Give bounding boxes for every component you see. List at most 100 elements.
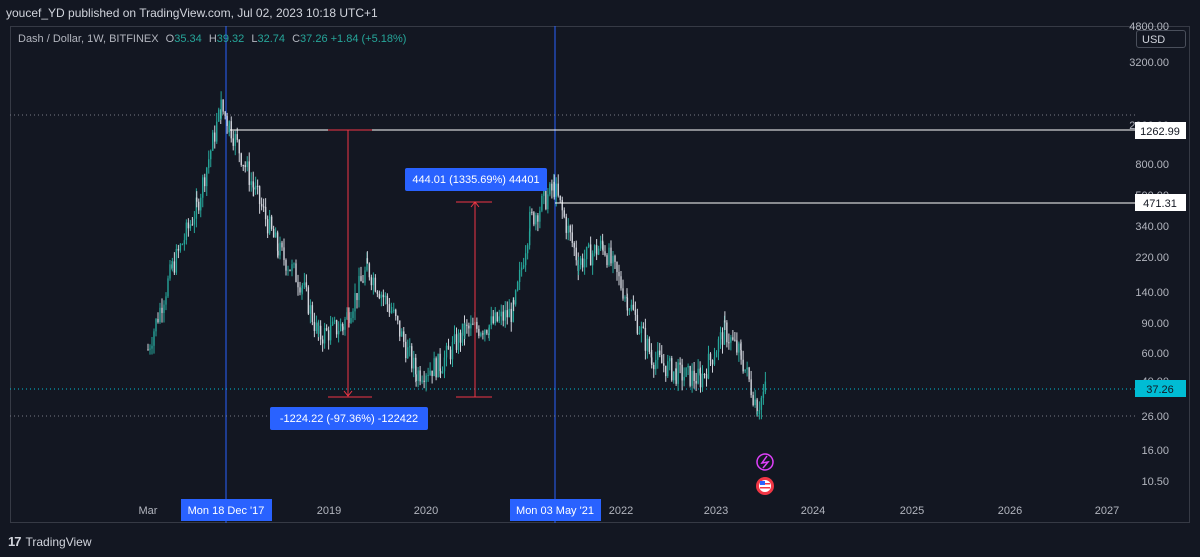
svg-text:1262.99: 1262.99 [1140,126,1180,138]
candle-body [583,259,586,268]
candle-body [455,334,458,350]
candle-body [736,340,738,353]
low-value: 32.74 [257,33,286,45]
candle-body [228,121,230,133]
candle-body [537,215,539,222]
candle-body [435,358,437,378]
candle-body [151,345,153,349]
candle-body [285,259,287,271]
candle-body [533,212,535,225]
candle-body [256,185,259,187]
candle-body [606,255,608,265]
candle-body [646,338,649,351]
candle-body [234,134,236,146]
candle-body [193,218,196,225]
candle-body [486,330,488,334]
candle-body [198,201,200,211]
candle-body [167,278,169,297]
candle-body [252,187,255,190]
candle-body [295,263,297,283]
candle-body [335,320,338,335]
candle-body [506,310,508,318]
candle-body [453,334,456,342]
candle-body [362,281,364,283]
candle-body [571,232,573,243]
candle-body [220,99,222,119]
candle-body [222,99,224,112]
candle-body [346,312,348,320]
candle-body [431,370,433,377]
candle-body [415,357,417,375]
candle-body [348,312,350,323]
candle-body [307,287,310,314]
measure-down[interactable] [328,129,372,398]
candle-body [622,288,624,299]
us-flag-event-icon[interactable] [756,477,774,495]
candle-body [604,251,606,256]
svg-text:-1224.22 (-97.36%) -122422: -1224.22 (-97.36%) -122422 [280,413,418,425]
candle-body [679,362,681,365]
candle-body [165,296,167,305]
candle-body [405,341,407,359]
candle-body [313,321,316,332]
candle-body [317,325,320,334]
candle-body [516,282,519,291]
candle-body [250,181,252,185]
candle-body [618,271,620,277]
candle-body [364,270,366,283]
candle-body [242,164,244,166]
currency-button[interactable]: USD [1136,30,1186,48]
candle-body [543,190,545,196]
candle-body [723,320,726,345]
time-axis[interactable]: Mar 2019 2020 2022 2023 2024 2025 2026 2… [139,505,1120,517]
lightning-event-icon[interactable] [756,453,774,471]
candle-body [545,190,547,210]
open-value: 35.34 [174,33,202,45]
candle-body [272,228,275,238]
candle-body [526,245,529,254]
time-tick: Mar [139,505,158,517]
candle-body [388,304,391,313]
tradingview-logo[interactable]: 17 TradingView [8,534,92,549]
candle-body [262,206,265,208]
candle-body [210,150,212,160]
candle-body [246,161,248,168]
candle-body [675,368,677,384]
candle-body [709,353,712,361]
candle-body [457,332,460,350]
symbol-legend[interactable]: Dash / Dollar, 1W, BITFINEX O35.34 H39.3… [18,33,406,45]
measure-label-down[interactable]: -1224.22 (-97.36%) -122422 [270,407,428,430]
time-tick: 2023 [704,505,728,517]
candle-body [287,269,289,271]
price-axis[interactable]: 4800.00 3200.00 2000.00 500.00 800.00 34… [1129,21,1169,488]
candle-body [274,232,277,238]
candle-body [721,332,724,345]
candle-body [451,341,454,360]
chart-frame [10,26,1190,523]
candle-body [183,240,186,245]
close-value: 37.26 [300,33,328,45]
price-tick: 10.50 [1141,476,1169,488]
candle-body [437,353,439,378]
candle-body [356,293,358,301]
candle-body [204,177,206,187]
candle-body [488,325,490,335]
candle-body [628,309,631,311]
measure-label-up[interactable]: 444.01 (1335.69%) 44401 [405,168,547,191]
candle-body [577,264,580,271]
candle-body [738,343,740,353]
published-info: youcef_YD published on TradingView.com, … [6,6,378,20]
candle-body [333,320,336,322]
candle-body [419,370,421,382]
candle-body [185,222,188,241]
candle-body [268,216,271,234]
measure-up[interactable] [456,201,492,398]
candle-body [339,323,342,331]
candle-body [382,294,385,298]
price-label-current: 37.26 [1135,380,1186,397]
candle-body [399,320,401,337]
candle-body [415,374,417,381]
candle-body [360,276,362,282]
candle-body [655,359,657,370]
